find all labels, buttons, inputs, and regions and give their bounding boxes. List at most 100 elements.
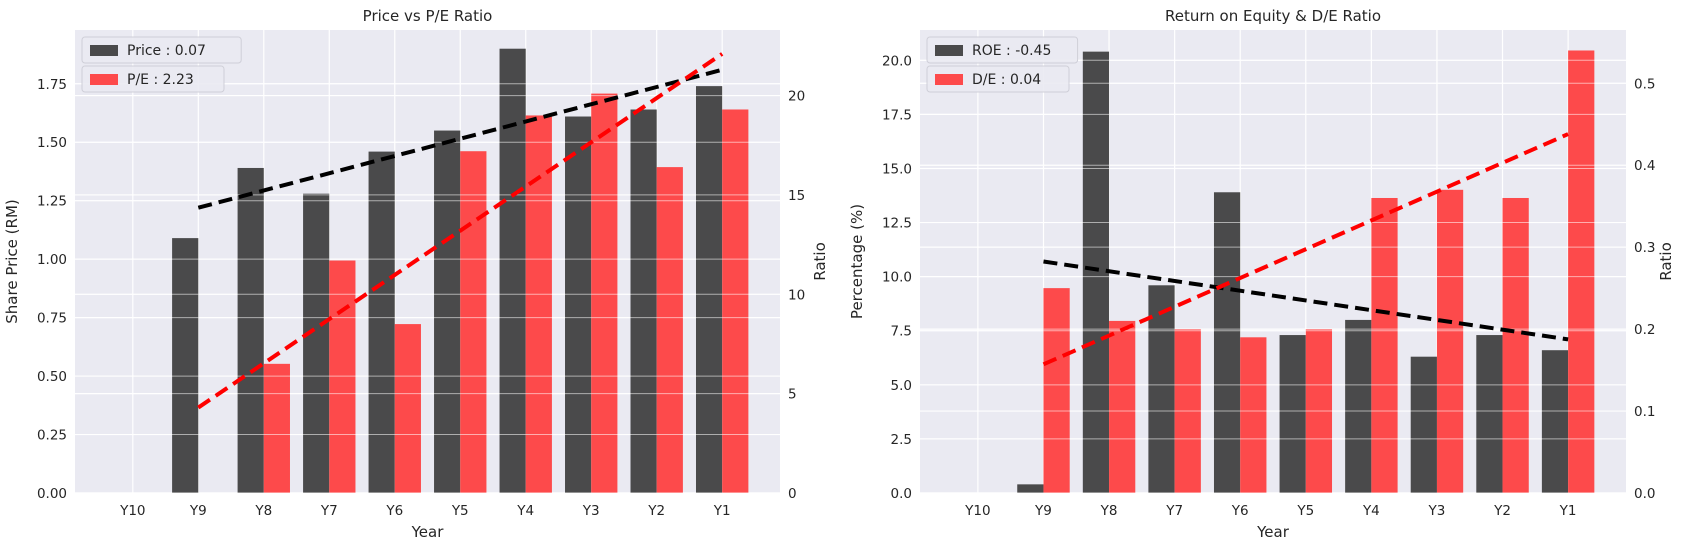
y-tick-label: 2.5 xyxy=(891,432,912,448)
bar-primary xyxy=(1213,192,1241,493)
bar-primary xyxy=(172,238,199,493)
bar-primary xyxy=(368,151,395,494)
legend-box xyxy=(81,36,242,64)
x-tick-label: Y9 xyxy=(1034,503,1052,519)
y2-tick-label: 0.5 xyxy=(1634,76,1655,92)
y-tick-label: 15.0 xyxy=(882,161,912,177)
y-tick-label: 1.25 xyxy=(37,194,67,210)
x-axis-label: Year xyxy=(1256,523,1290,541)
bar-primary xyxy=(303,193,330,493)
legend-label: Price : 0.07 xyxy=(127,43,206,59)
legend-2: P/E : 2.23 xyxy=(81,65,225,93)
y2-tick-label: 0.2 xyxy=(1634,322,1655,338)
bar-secondary xyxy=(394,324,421,493)
bar-secondary xyxy=(1436,189,1464,494)
y-tick-label: 1.75 xyxy=(37,77,67,93)
bar-primary xyxy=(1476,335,1503,493)
x-axis-label: Year xyxy=(411,523,445,541)
bar-primary xyxy=(1082,51,1110,494)
y-tick-label: 20.0 xyxy=(882,53,912,69)
bar-primary xyxy=(1541,350,1569,493)
x-tick-label: Y10 xyxy=(964,503,990,519)
y2-tick-label: 10 xyxy=(788,287,805,303)
bar-secondary xyxy=(1568,50,1595,493)
x-tick-label: Y6 xyxy=(1231,503,1249,519)
bar-primary xyxy=(1017,484,1044,493)
x-tick-label: Y1 xyxy=(1559,503,1577,519)
x-tick-label: Y3 xyxy=(582,503,600,519)
bar-primary xyxy=(1148,285,1175,493)
x-tick-label: Y4 xyxy=(516,503,534,519)
chart-panel-1: 0.00 0.25 0.50 0.75 1.00 1.25 1.50 1.75 0 5 10 15 20… xyxy=(3,7,829,541)
y-tick-label: 17.5 xyxy=(882,107,912,123)
y-tick-label: 0.25 xyxy=(37,428,67,444)
x-tick-label: Y10 xyxy=(119,503,145,519)
bar-secondary xyxy=(656,167,683,494)
x-tick-label: Y5 xyxy=(1296,503,1314,519)
legend-1: ROE : -0.45 xyxy=(926,36,1079,64)
legend-label: D/E : 0.04 xyxy=(972,72,1041,88)
y-tick-label: 0.50 xyxy=(37,369,67,385)
bar-secondary xyxy=(722,109,749,493)
y-axis-label: Percentage (%) xyxy=(848,204,866,319)
x-tick-label: Y9 xyxy=(189,503,207,519)
bar-primary xyxy=(1410,356,1437,493)
y-tick-label: 0.75 xyxy=(37,311,67,327)
legend-swatch xyxy=(90,45,118,56)
bar-secondary xyxy=(329,260,356,493)
bar-secondary xyxy=(1502,197,1529,493)
x-tick-label: Y7 xyxy=(320,503,338,519)
y-tick-label: 0.0 xyxy=(891,486,912,502)
bar-primary xyxy=(565,116,592,493)
bar-primary xyxy=(630,109,657,493)
y2-tick-label: 20 xyxy=(788,89,805,105)
y2-tick-label: 15 xyxy=(788,188,805,204)
x-tick-label: Y8 xyxy=(254,503,272,519)
trendline-primary xyxy=(197,67,723,210)
chart-panel-2: 0.0 2.5 5.0 7.5 10.0 12.5 15.0 17.5 20.0 0.0 0.1 0.… xyxy=(848,7,1675,541)
legend-swatch xyxy=(935,74,963,85)
y2-tick-label: 0.3 xyxy=(1634,240,1655,256)
y-axis-label: Share Price (RM) xyxy=(3,199,21,323)
trendline-primary xyxy=(1043,259,1569,342)
legend-box xyxy=(926,65,1070,93)
bar-secondary xyxy=(1109,320,1136,493)
y-tick-label: 1.00 xyxy=(37,252,67,268)
x-tick-label: Y1 xyxy=(713,503,731,519)
x-tick-label: Y6 xyxy=(385,503,403,519)
y2-tick-label: 0.0 xyxy=(1634,486,1655,502)
trendline-secondary xyxy=(197,52,724,410)
x-tick-label: Y3 xyxy=(1428,503,1446,519)
legend-label: P/E : 2.23 xyxy=(127,72,194,88)
legend-swatch xyxy=(90,74,118,85)
x-tick-label: Y2 xyxy=(647,503,665,519)
y-tick-label: 10.0 xyxy=(882,270,912,286)
y2-tick-label: 0.1 xyxy=(1634,404,1655,420)
legend-1: Price : 0.07 xyxy=(81,36,242,64)
y-tick-label: 0.00 xyxy=(37,486,67,502)
y2-tick-label: 0 xyxy=(788,486,797,502)
bar-primary xyxy=(1279,335,1306,493)
chart-title: Price vs P/E Ratio xyxy=(363,7,493,25)
x-tick-label: Y2 xyxy=(1493,503,1511,519)
y2-tick-label: 0.4 xyxy=(1634,158,1655,174)
legend-box xyxy=(81,65,225,93)
trendline-secondary xyxy=(1042,132,1569,367)
bar-secondary xyxy=(460,151,487,493)
legend-swatch xyxy=(935,45,963,56)
y-tick-label: 7.5 xyxy=(891,324,912,340)
y-tick-label: 1.50 xyxy=(37,135,67,151)
legend-2: D/E : 0.04 xyxy=(926,65,1070,93)
x-tick-label: Y4 xyxy=(1362,503,1380,519)
bar-primary xyxy=(499,48,526,494)
bar-primary xyxy=(434,130,461,493)
x-tick-label: Y5 xyxy=(451,503,469,519)
bar-secondary xyxy=(1043,288,1070,493)
bar-primary xyxy=(1345,319,1372,493)
x-tick-label: Y7 xyxy=(1165,503,1183,519)
y2-tick-label: 5 xyxy=(788,387,797,403)
legend-box xyxy=(926,36,1079,64)
bar-primary xyxy=(695,86,723,493)
bar-secondary xyxy=(591,93,618,493)
y-tick-label: 12.5 xyxy=(882,216,912,232)
